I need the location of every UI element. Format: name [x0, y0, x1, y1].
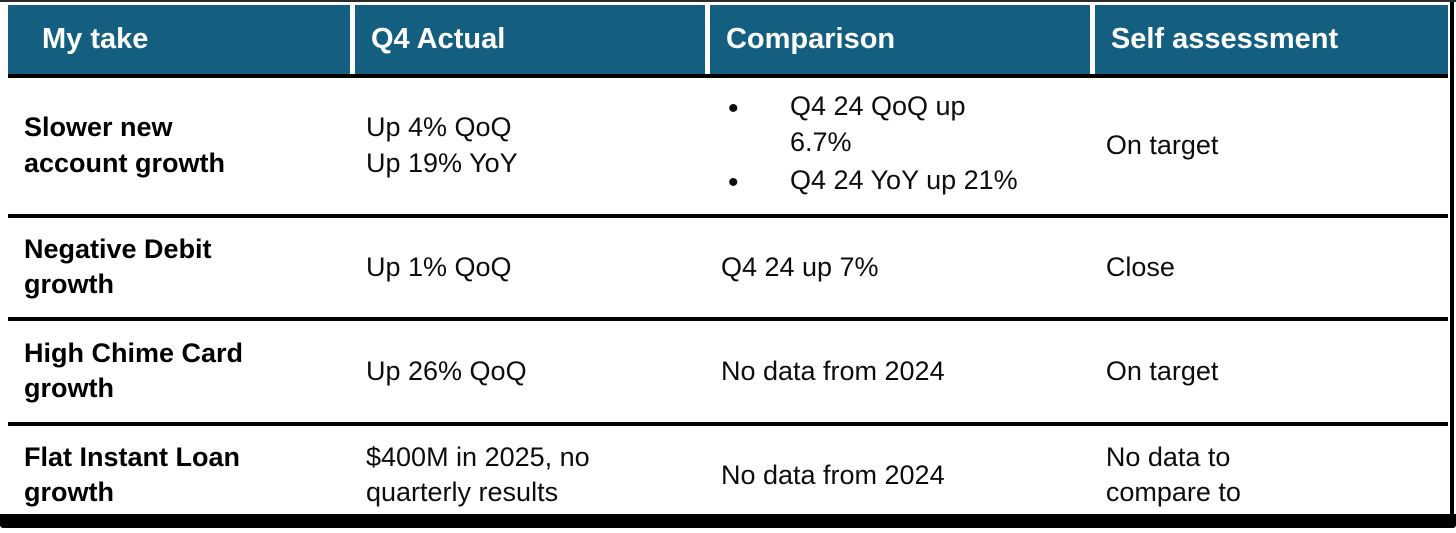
q4-actual-text: Up 26% QoQ: [366, 355, 527, 386]
table-header-row: My take Q4 Actual Comparison Self assess…: [8, 5, 1448, 78]
my-take-text: Flat Instant Loan growth: [24, 441, 240, 508]
cell-self-assessment: On target: [1090, 321, 1448, 422]
header-cell-q4-actual: Q4 Actual: [350, 5, 705, 74]
comparison-text: Q4 24 up 7%: [720, 251, 879, 282]
self-assessment-text: No data to compare to: [1105, 441, 1241, 508]
header-label: My take: [42, 23, 149, 55]
cell-self-assessment: On target: [1090, 78, 1448, 214]
self-assessment-text: On target: [1105, 130, 1219, 161]
cell-my-take: Flat Instant Loan growth: [8, 426, 350, 525]
my-take-text: Negative Debit growth: [24, 233, 212, 300]
table-row-flat-instant-loan-growth: Flat Instant Loan growth $400M in 2025, …: [8, 426, 1448, 525]
cell-comparison: Q4 24 QoQ up 6.7% Q4 24 YoY up 21%: [705, 78, 1090, 214]
my-take-text: High Chime Card growth: [24, 337, 244, 404]
cell-my-take: High Chime Card growth: [8, 321, 350, 422]
bullet-text: Q4 24 QoQ up 6.7%: [789, 91, 966, 157]
bullet-dot-icon: [721, 89, 790, 160]
table-bottom-shadow: [0, 514, 1456, 528]
self-assessment-text: On target: [1105, 355, 1219, 386]
bullet-dot-icon: [721, 163, 790, 203]
cell-my-take: Slower new account growth: [8, 78, 350, 214]
self-assessment-text: Close: [1105, 251, 1175, 282]
cell-q4-actual: Up 4% QoQ Up 19% YoY: [350, 78, 705, 214]
cell-my-take: Negative Debit growth: [8, 218, 350, 317]
list-item: Q4 24 YoY up 21%: [721, 163, 1018, 203]
table-row-slower-new-account-growth: Slower new account growth Up 4% QoQ Up 1…: [8, 78, 1448, 218]
q4-actual-text: Up 1% QoQ: [366, 251, 512, 282]
header-label: Q4 Actual: [371, 23, 506, 55]
table-top-border: [0, 0, 1456, 2]
cell-comparison: No data from 2024: [705, 321, 1090, 422]
table-right-shadow: [1450, 2, 1454, 514]
cell-q4-actual: Up 1% QoQ: [350, 218, 705, 317]
cell-q4-actual: Up 26% QoQ: [350, 321, 705, 422]
cell-comparison: No data from 2024: [705, 426, 1090, 525]
my-take-text: Slower new account growth: [24, 112, 225, 178]
header-cell-self-assessment: Self assessment: [1089, 5, 1448, 74]
list-item: Q4 24 QoQ up 6.7%: [721, 89, 1018, 160]
table-row-high-chime-card-growth: High Chime Card growth Up 26% QoQ No dat…: [8, 321, 1448, 426]
cell-comparison: Q4 24 up 7%: [705, 218, 1090, 317]
comparison-table: My take Q4 Actual Comparison Self assess…: [8, 5, 1448, 525]
header-cell-comparison: Comparison: [704, 5, 1090, 74]
cell-self-assessment: Close: [1090, 218, 1448, 317]
comparison-text: No data from 2024: [720, 459, 945, 490]
header-label: Comparison: [725, 23, 896, 55]
table-row-negative-debit-growth: Negative Debit growth Up 1% QoQ Q4 24 up…: [8, 218, 1448, 321]
q4-actual-text: $400M in 2025, no quarterly results: [366, 441, 590, 508]
cell-q4-actual: $400M in 2025, no quarterly results: [350, 426, 705, 525]
cell-self-assessment: No data to compare to: [1090, 426, 1448, 525]
bullet-text: Q4 24 YoY up 21%: [789, 165, 1018, 196]
header-label: Self assessment: [1110, 23, 1339, 55]
comparison-bullet-list: Q4 24 QoQ up 6.7% Q4 24 YoY up 21%: [721, 86, 1018, 206]
comparison-text: No data from 2024: [720, 355, 945, 386]
q4-actual-text: Up 4% QoQ Up 19% YoY: [366, 112, 518, 178]
header-cell-my-take: My take: [8, 5, 350, 74]
